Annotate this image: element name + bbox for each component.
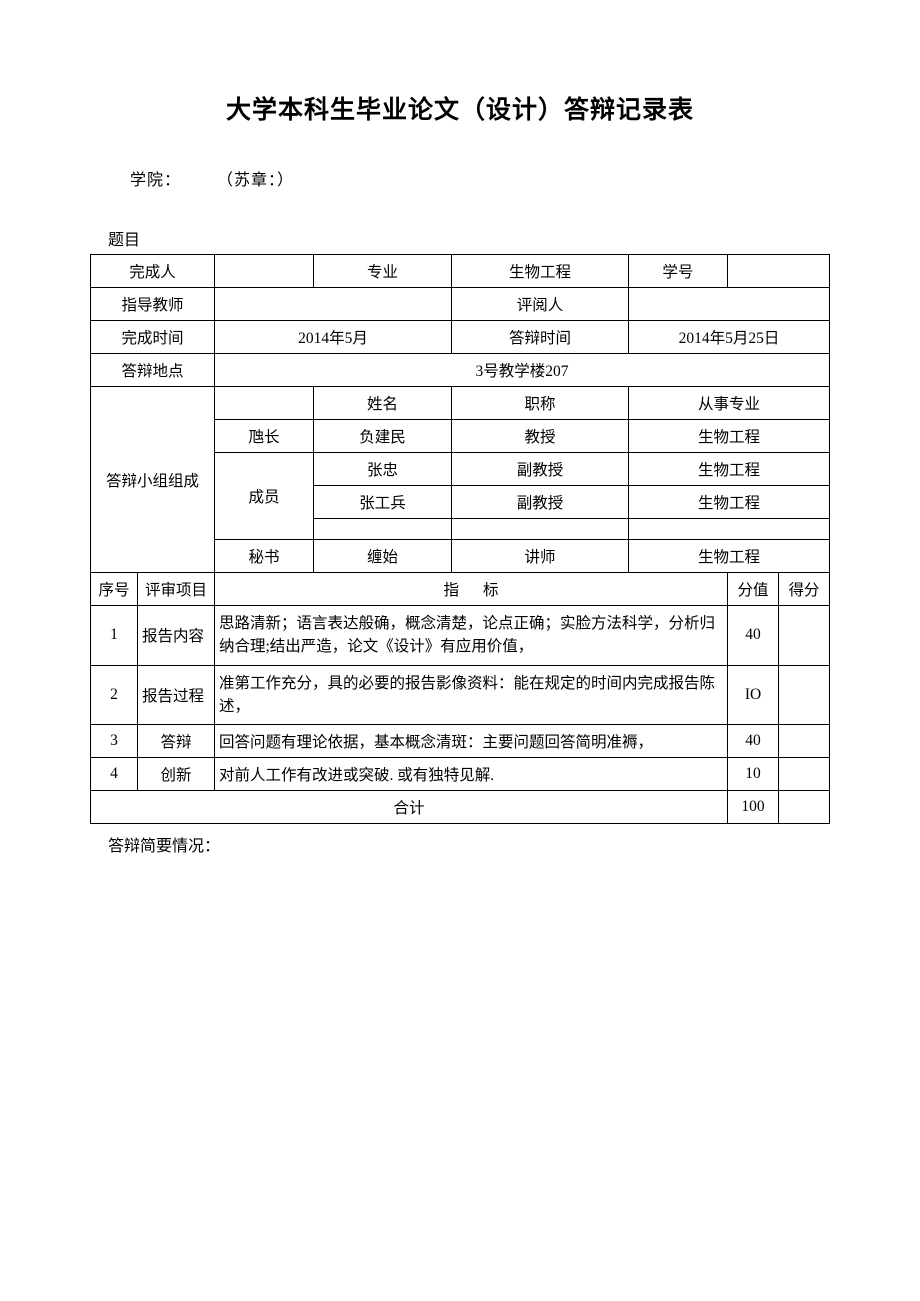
advisor-label: 指导教师: [91, 288, 215, 321]
criteria3-score: 40: [728, 725, 779, 758]
member2-title: 副教授: [451, 486, 628, 519]
criteria1-no: 1: [91, 606, 138, 666]
member2-field: 生物工程: [628, 486, 829, 519]
criteria2-no: 2: [91, 665, 138, 725]
advisor-value: [215, 288, 452, 321]
chair-role: 虺长: [215, 420, 314, 453]
criteria-score-header: 分值: [728, 573, 779, 606]
criteria2-got: [779, 665, 830, 725]
finish-time-value: 2014年5月: [215, 321, 452, 354]
total-got: [779, 791, 830, 824]
reviewer-label: 评阅人: [451, 288, 628, 321]
criteria1-item: 报告内容: [138, 606, 215, 666]
member3-title: [451, 519, 628, 540]
criteria3-no: 3: [91, 725, 138, 758]
row-criteria-header: 序号 评审项目 指标 分值 得分: [91, 573, 830, 606]
row-criteria-4: 4 创新 对前人工作有改进或突破. 或有独特见解. 10: [91, 758, 830, 791]
studentno-label: 学号: [628, 255, 727, 288]
criteria4-no: 4: [91, 758, 138, 791]
criteria1-score: 40: [728, 606, 779, 666]
institute-line: 学院： （苏章：）: [130, 166, 830, 190]
place-value: 3号教学楼207: [215, 354, 830, 387]
criteria4-item: 创新: [138, 758, 215, 791]
total-label: 合计: [91, 791, 728, 824]
completer-label: 完成人: [91, 255, 215, 288]
criteria3-got: [779, 725, 830, 758]
form-table: 完成人 专业 生物工程 学号 指导教师 评阅人 完成时间 2014年5月 答辩时…: [90, 254, 830, 824]
row-times: 完成时间 2014年5月 答辩时间 2014年5月25日: [91, 321, 830, 354]
criteria2-score: IO: [728, 665, 779, 725]
member1-title: 副教授: [451, 453, 628, 486]
secretary-field: 生物工程: [628, 540, 829, 573]
row-completer: 完成人 专业 生物工程 学号: [91, 255, 830, 288]
row-total: 合计 100: [91, 791, 830, 824]
member3-name: [314, 519, 452, 540]
indicator-char2: 标: [483, 582, 499, 599]
member1-field: 生物工程: [628, 453, 829, 486]
secretary-role: 秘书: [215, 540, 314, 573]
chair-title: 教授: [451, 420, 628, 453]
member3-field: [628, 519, 829, 540]
criteria4-indicator: 对前人工作有改进或突破. 或有独特见解.: [215, 758, 728, 791]
criteria-item-header: 评审项目: [138, 573, 215, 606]
criteria-indicator-header: 指标: [215, 573, 728, 606]
page-title: 大学本科生毕业论文（设计）答辩记录表: [90, 90, 830, 126]
major-label: 专业: [314, 255, 452, 288]
committee-label: 答辩小组组成: [91, 387, 215, 573]
member-role: 成员: [215, 453, 314, 540]
criteria2-item: 报告过程: [138, 665, 215, 725]
defense-time-label: 答辩时间: [451, 321, 628, 354]
page: 大学本科生毕业论文（设计）答辩记录表 学院： （苏章：） 题目 完成人 专业 生物…: [0, 0, 920, 1301]
criteria4-score: 10: [728, 758, 779, 791]
member1-name: 张忠: [314, 453, 452, 486]
secretary-name: 缠始: [314, 540, 452, 573]
criteria1-indicator: 思路清新；语言表达般确，概念清楚，论点正确；实脸方法科学，分析归纳合理;结出严造…: [215, 606, 728, 666]
total-score: 100: [728, 791, 779, 824]
committee-blank: [215, 387, 314, 420]
criteria-no-header: 序号: [91, 573, 138, 606]
criteria-got-header: 得分: [779, 573, 830, 606]
chair-field: 生物工程: [628, 420, 829, 453]
committee-field-header: 从事专业: [628, 387, 829, 420]
row-place: 答辩地点 3号教学楼207: [91, 354, 830, 387]
row-criteria-3: 3 答辩 回答问题有理论依据，基本概念清斑：主要问题回答简明准褥， 40: [91, 725, 830, 758]
institute-value: （苏章：）: [217, 172, 294, 189]
topic-label: 题目: [108, 226, 830, 250]
indicator-char1: 指: [443, 582, 459, 599]
criteria3-item: 答辩: [138, 725, 215, 758]
finish-time-label: 完成时间: [91, 321, 215, 354]
summary-label: 答辩简要情况：: [108, 832, 830, 856]
committee-name-header: 姓名: [314, 387, 452, 420]
row-committee-header: 答辩小组组成 姓名 职称 从事专业: [91, 387, 830, 420]
major-value: 生物工程: [451, 255, 628, 288]
member2-name: 张工兵: [314, 486, 452, 519]
completer-value: [215, 255, 314, 288]
criteria3-indicator: 回答问题有理论依据，基本概念清斑：主要问题回答简明准褥，: [215, 725, 728, 758]
committee-title-header: 职称: [451, 387, 628, 420]
row-criteria-1: 1 报告内容 思路清新；语言表达般确，概念清楚，论点正确；实脸方法科学，分析归纳…: [91, 606, 830, 666]
defense-time-value: 2014年5月25日: [628, 321, 829, 354]
chair-name: 负建民: [314, 420, 452, 453]
secretary-title: 讲师: [451, 540, 628, 573]
criteria2-indicator: 准第工作充分，具的必要的报告影像资料：能在规定的时间内完成报告陈述，: [215, 665, 728, 725]
place-label: 答辩地点: [91, 354, 215, 387]
institute-label: 学院：: [130, 172, 181, 189]
criteria4-got: [779, 758, 830, 791]
row-advisor: 指导教师 评阅人: [91, 288, 830, 321]
criteria1-got: [779, 606, 830, 666]
studentno-value: [727, 255, 829, 288]
row-criteria-2: 2 报告过程 准第工作充分，具的必要的报告影像资料：能在规定的时间内完成报告陈述…: [91, 665, 830, 725]
reviewer-value: [628, 288, 829, 321]
